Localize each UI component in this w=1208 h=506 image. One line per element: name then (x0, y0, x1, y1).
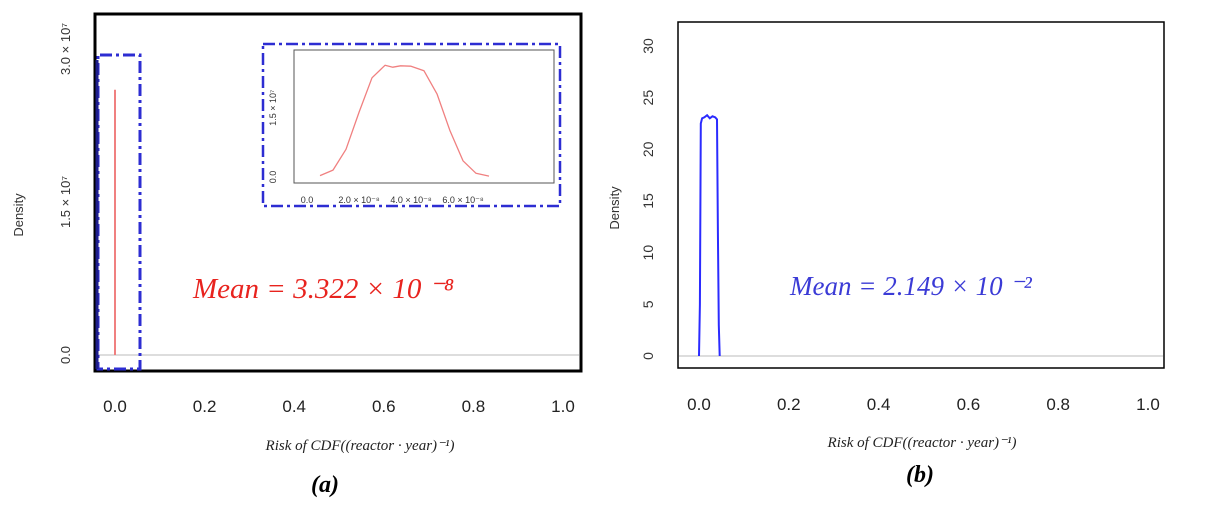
x-tick-label: 0.2 (193, 397, 217, 416)
panel-a: 0.0 0.2 0.4 0.6 0.8 1.0 0.0 1.5 × 10⁷ 3.0 × 10⁷… (11, 12, 583, 498)
panel-b-mean-label: Mean = 2.149 × 10 ⁻² (789, 271, 1033, 301)
inset-x-tick-label: 2.0 × 10⁻⁸ (338, 195, 380, 205)
y-tick-label: 3.0 × 10⁷ (58, 23, 73, 75)
x-tick-label: 1.0 (1136, 395, 1160, 414)
panel-a-inset-series (319, 64, 490, 177)
panel-b-caption: (b) (906, 462, 934, 488)
inset-x-tick-label: 0.0 (301, 195, 314, 205)
x-tick-label: 0.8 (1046, 395, 1070, 414)
inset-y-tick-label: 1.5 × 10⁷ (268, 90, 278, 126)
panel-a-inset-outer-box (261, 42, 562, 208)
x-tick-label: 0.6 (372, 397, 396, 416)
y-tick-label: 5 (640, 300, 656, 308)
y-tick-label: 25 (640, 90, 656, 106)
panel-a-plot-frame (93, 12, 583, 373)
inset-x-tick-label: 6.0 × 10⁻⁸ (442, 195, 484, 205)
panel-a-y-ticks: 0.0 1.5 × 10⁷ 3.0 × 10⁷ (58, 23, 73, 364)
x-tick-label: 0.0 (687, 395, 711, 414)
x-tick-label: 0.0 (103, 397, 127, 416)
inset-x-tick-label: 4.0 × 10⁻⁸ (390, 195, 432, 205)
panel-b-plot-frame (677, 21, 1165, 369)
panel-b: 0.0 0.2 0.4 0.6 0.8 1.0 0 5 10 15 20 25 30 Mean = 2… (607, 21, 1165, 488)
x-tick-label: 0.4 (867, 395, 891, 414)
inset-y-tick-label: 0.0 (268, 171, 278, 184)
panel-a-zoom-box (96, 53, 142, 371)
panel-a-x-axis-label: Risk of CDF((reactor · year)⁻¹) (265, 438, 455, 454)
y-tick-label: 30 (640, 38, 656, 54)
y-tick-label: 15 (640, 193, 656, 209)
x-tick-label: 0.6 (957, 395, 981, 414)
panel-b-series (698, 113, 721, 357)
inset-series-line (319, 64, 490, 177)
y-tick-label: 20 (640, 141, 656, 157)
x-tick-label: 1.0 (551, 397, 575, 416)
panel-a-y-axis-label: Density (11, 193, 26, 237)
panel-a-inset-x-ticks: 0.0 2.0 × 10⁻⁸ 4.0 × 10⁻⁸ 6.0 × 10⁻⁸ (301, 195, 484, 205)
panel-a-inset-plot-frame (293, 49, 555, 184)
panel-b-y-ticks: 0 5 10 15 20 25 30 (640, 38, 656, 360)
y-tick-label: 0.0 (58, 346, 73, 364)
x-tick-label: 0.2 (777, 395, 801, 414)
panel-a-inset: 0.0 2.0 × 10⁻⁸ 4.0 × 10⁻⁸ 6.0 × 10⁻⁸ 0.0 1.5… (261, 42, 562, 208)
panel-a-inset-y-ticks: 0.0 1.5 × 10⁷ (268, 90, 278, 184)
y-tick-label: 0 (640, 352, 656, 360)
x-tick-label: 0.4 (282, 397, 306, 416)
panel-a-mean-label: Mean = 3.322 × 10 ⁻⁸ (192, 273, 454, 305)
panel-a-x-ticks: 0.0 0.2 0.4 0.6 0.8 1.0 (103, 397, 575, 416)
y-tick-label: 10 (640, 245, 656, 261)
x-tick-label: 0.8 (462, 397, 486, 416)
y-tick-label: 1.5 × 10⁷ (58, 176, 73, 228)
panel-b-x-axis-label: Risk of CDF((reactor · year)⁻¹) (827, 435, 1017, 451)
panel-a-caption: (a) (311, 472, 339, 498)
panel-b-x-ticks: 0.0 0.2 0.4 0.6 0.8 1.0 (687, 395, 1160, 414)
series-line (698, 113, 721, 357)
panel-b-y-axis-label: Density (607, 186, 622, 230)
